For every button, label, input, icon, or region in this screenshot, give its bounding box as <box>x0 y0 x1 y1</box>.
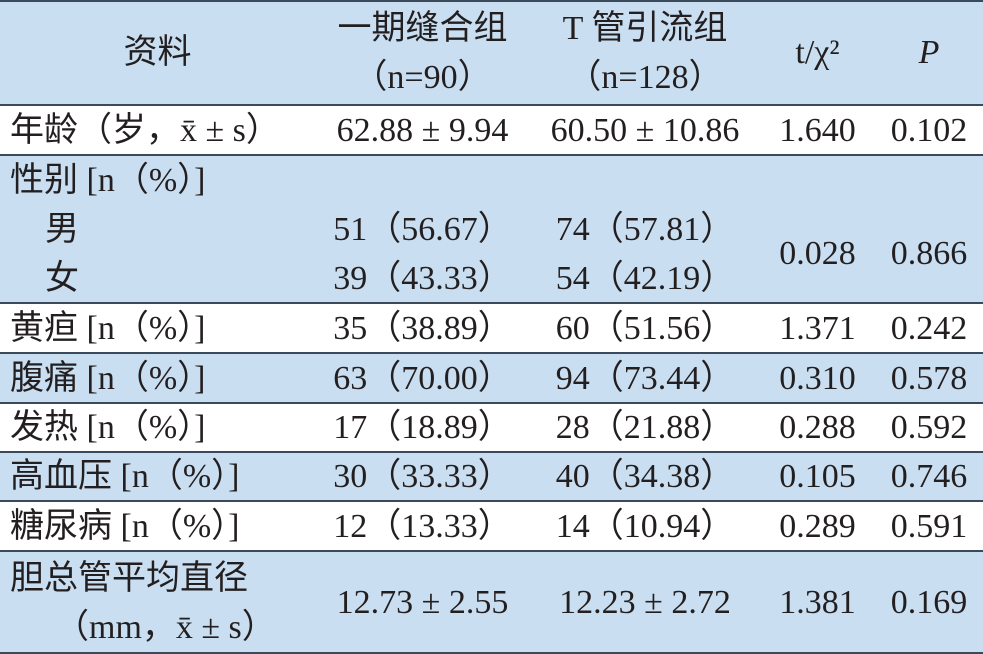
row-label: 胆总管平均直径 <box>10 559 248 597</box>
data-cell: 40（34.38） <box>555 458 735 495</box>
data-cell: 94（73.44） <box>555 359 735 397</box>
data-cell: 12.73 ± 2.55 <box>336 584 509 621</box>
row-label: 腹痛 [n（%）] <box>10 359 206 397</box>
row-label: （mm，x̄ ± s） <box>55 608 276 646</box>
row-label: 发热 [n（%）] <box>10 409 206 446</box>
data-cell: 14（10.94） <box>555 507 735 545</box>
row-band <box>0 353 983 403</box>
row-band <box>0 155 983 303</box>
data-cell: 0.242 <box>890 309 968 347</box>
row-label: 女 <box>45 259 79 297</box>
row-rule <box>0 451 983 453</box>
data-cell: 62.88 ± 9.94 <box>336 111 509 149</box>
row-rule <box>0 500 983 502</box>
data-cell: 0.578 <box>890 359 968 397</box>
data-cell: 0.102 <box>890 111 968 149</box>
data-cell: 0.288 <box>779 409 856 446</box>
top-rule <box>0 0 983 2</box>
data-cell: 28（21.88） <box>555 409 735 446</box>
header-cell: P <box>918 34 940 71</box>
data-cell: 0.592 <box>890 409 968 446</box>
data-cell: 74（57.81） <box>555 210 735 248</box>
row-label: 糖尿病 [n（%）] <box>10 507 240 545</box>
row-label: 高血压 [n（%）] <box>10 458 240 495</box>
data-cell: 30（33.33） <box>333 458 512 495</box>
data-cell: 1.381 <box>779 584 856 621</box>
header-cell: （n=90） <box>353 58 492 96</box>
data-cell: 54（42.19） <box>555 259 735 297</box>
data-cell: 0.105 <box>779 458 856 495</box>
data-cell: 0.591 <box>890 507 968 545</box>
header-cell: T 管引流组 <box>562 9 728 47</box>
bottom-rule <box>0 652 983 654</box>
data-cell: 12（13.33） <box>333 507 512 545</box>
data-cell: 63（70.00） <box>333 359 512 397</box>
data-cell: 12.23 ± 2.72 <box>559 584 731 621</box>
row-rule <box>0 402 983 404</box>
data-cell: 17（18.89） <box>333 409 512 446</box>
data-cell: 39（43.33） <box>333 259 512 297</box>
data-cell: 1.371 <box>779 309 856 347</box>
row-label: 年龄（岁，x̄ ± s） <box>10 111 280 149</box>
row-label: 黄疸 [n（%）] <box>10 309 206 347</box>
row-label: 男 <box>45 210 79 248</box>
header-cell: （n=128） <box>567 58 723 96</box>
row-rule <box>0 302 983 304</box>
row-rule <box>0 104 983 106</box>
data-cell: 60（51.56） <box>555 309 735 347</box>
data-cell: 60.50 ± 10.86 <box>550 111 740 149</box>
data-cell: 0.289 <box>779 507 856 545</box>
data-cell: 0.746 <box>890 458 968 495</box>
data-cell: 1.640 <box>779 111 856 149</box>
data-cell: 0.028 <box>779 235 856 272</box>
row-rule <box>0 154 983 156</box>
row-band <box>0 551 983 654</box>
data-cell: 0.169 <box>890 584 968 621</box>
data-cell: 0.866 <box>890 235 968 272</box>
row-rule <box>0 352 983 354</box>
row-band <box>0 0 983 105</box>
row-label: 性别 [n（%）] <box>10 161 206 199</box>
header-cell: t/χ² <box>795 34 840 71</box>
data-cell: 0.310 <box>779 359 856 397</box>
header-cell: 资料 <box>123 34 192 71</box>
data-cell: 35（38.89） <box>333 309 512 347</box>
data-cell: 51（56.67） <box>333 210 512 248</box>
row-band <box>0 452 983 501</box>
header-cell: 一期缝合组 <box>337 9 508 47</box>
row-rule <box>0 550 983 552</box>
